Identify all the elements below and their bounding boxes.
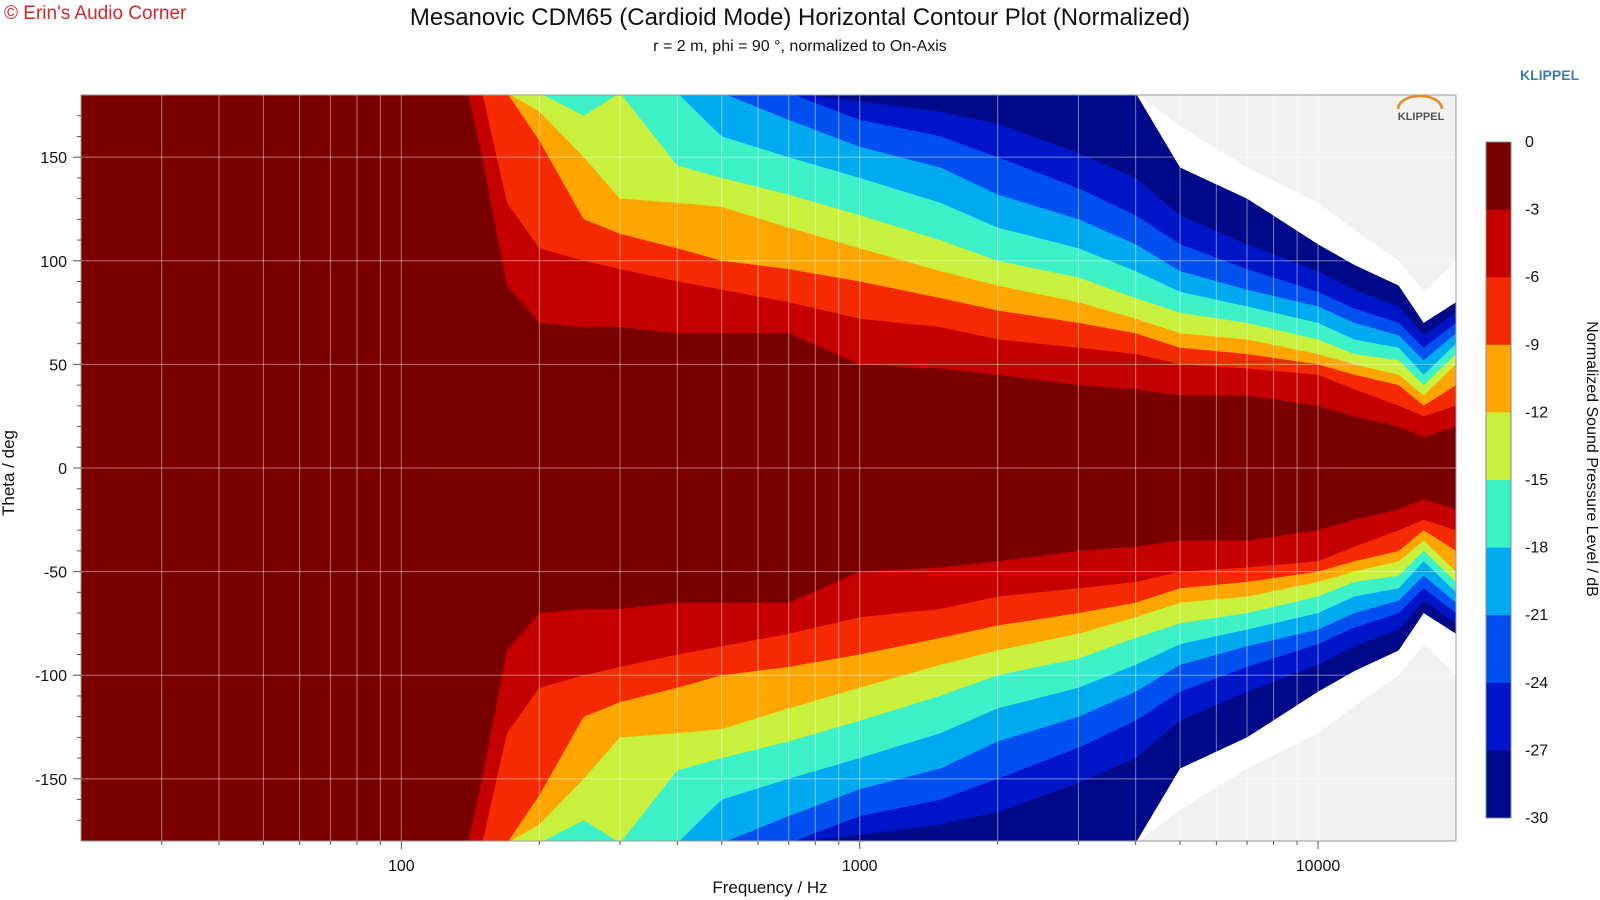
y-tick-label: 150 bbox=[40, 150, 67, 167]
contour-band bbox=[81, 95, 1456, 841]
brand-label: KLIPPEL bbox=[1520, 67, 1580, 83]
logo-text: KLIPPEL bbox=[1398, 111, 1445, 123]
contour-bands bbox=[81, 95, 1456, 841]
colorbar-tick-label: -12 bbox=[1525, 404, 1548, 421]
chart-title: Mesanovic CDM65 (Cardioid Mode) Horizont… bbox=[409, 4, 1191, 31]
colorbar-label: Normalized Sound Pressure Level / dB bbox=[1583, 321, 1600, 597]
copyright-text: © Erin's Audio Corner bbox=[4, 3, 187, 24]
y-tick-label: 100 bbox=[40, 254, 67, 271]
chart-subtitle: r = 2 m, phi = 90 °, normalized to On-Ax… bbox=[653, 38, 947, 55]
colorbar-swatch bbox=[1486, 344, 1511, 413]
y-axis: 150 100 50 0 -50 -100 -150 bbox=[35, 115, 81, 821]
y-tick-label: -150 bbox=[35, 772, 67, 789]
x-axis: 100 1000 10000 bbox=[161, 841, 1341, 875]
x-axis-label: Frequency / Hz bbox=[712, 878, 828, 897]
colorbar-swatch bbox=[1486, 547, 1511, 616]
colorbar-tick-label: -21 bbox=[1525, 607, 1548, 624]
logo-arc bbox=[1396, 94, 1444, 110]
y-tick-label: 0 bbox=[58, 461, 67, 478]
colorbar-swatch bbox=[1486, 615, 1511, 684]
colorbar-swatch bbox=[1486, 412, 1511, 481]
colorbar-swatch bbox=[1486, 142, 1511, 211]
colorbar-tick-label: -27 bbox=[1525, 742, 1548, 759]
colorbar-tick-label: -3 bbox=[1525, 202, 1539, 219]
colorbar-swatch bbox=[1486, 750, 1511, 819]
colorbar-tick-label: -24 bbox=[1525, 675, 1548, 692]
y-tick-label: -50 bbox=[44, 565, 67, 582]
colorbar: 0 -3 -6 -9 -12 -15 -18 -21 -24 -27 -30 bbox=[1485, 134, 1548, 827]
colorbar-tick-label: -6 bbox=[1525, 269, 1539, 286]
colorbar-swatch bbox=[1486, 277, 1511, 346]
y-tick-label: 50 bbox=[49, 357, 67, 374]
colorbar-frame bbox=[1485, 141, 1512, 819]
y-tick-label: -100 bbox=[35, 668, 67, 685]
colorbar-swatch bbox=[1486, 480, 1511, 549]
colorbar-tick-label: -18 bbox=[1525, 540, 1548, 557]
grid-lines bbox=[81, 95, 1456, 841]
colorbar-swatch bbox=[1486, 682, 1511, 751]
x-tick-label: 1000 bbox=[842, 858, 878, 875]
colorbar-swatch bbox=[1486, 209, 1511, 278]
klippel-logo: KLIPPEL bbox=[1396, 94, 1445, 123]
colorbar-tick-label: -15 bbox=[1525, 472, 1548, 489]
plot-area bbox=[81, 95, 1456, 841]
colorbar-tick-label: 0 bbox=[1525, 134, 1534, 151]
colorbar-tick-label: -30 bbox=[1525, 810, 1548, 827]
colorbar-tick-label: -9 bbox=[1525, 337, 1539, 354]
y-axis-label: Theta / deg bbox=[0, 430, 18, 517]
x-tick-label: 100 bbox=[388, 858, 415, 875]
x-tick-label: 10000 bbox=[1296, 858, 1341, 875]
